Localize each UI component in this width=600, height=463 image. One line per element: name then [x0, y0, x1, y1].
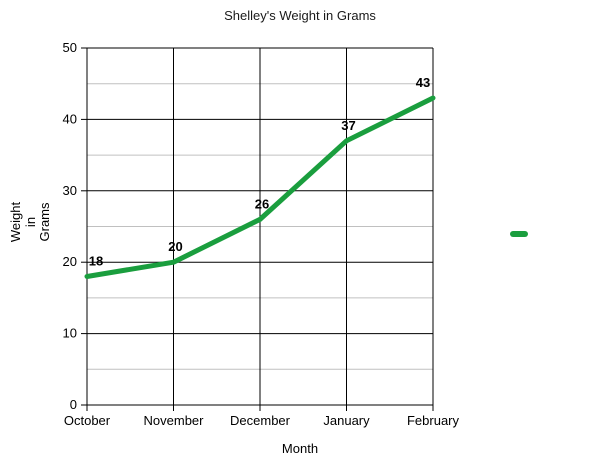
y-tick-label: 0 — [70, 397, 77, 412]
y-tick-label: 20 — [63, 254, 77, 269]
x-tick-label: February — [407, 413, 460, 428]
y-tick-label: 50 — [63, 40, 77, 55]
data-point-label: 20 — [168, 239, 182, 254]
data-point-label: 43 — [416, 75, 430, 90]
y-tick-label: 10 — [63, 326, 77, 341]
x-tick-label: December — [230, 413, 291, 428]
chart-title: Shelley's Weight in Grams — [224, 8, 376, 23]
y-tick-label: 30 — [63, 183, 77, 198]
legend-line-marker — [510, 231, 528, 237]
y-tick-label: 40 — [63, 111, 77, 126]
data-point-label: 18 — [89, 253, 103, 268]
data-point-label: 37 — [341, 118, 355, 133]
x-tick-label: January — [323, 413, 370, 428]
data-point-label: 26 — [255, 196, 269, 211]
data-line-series — [84, 95, 436, 279]
x-tick-label: November — [144, 413, 205, 428]
x-axis-title: Month — [281, 441, 319, 456]
x-tick-label: October — [64, 413, 111, 428]
